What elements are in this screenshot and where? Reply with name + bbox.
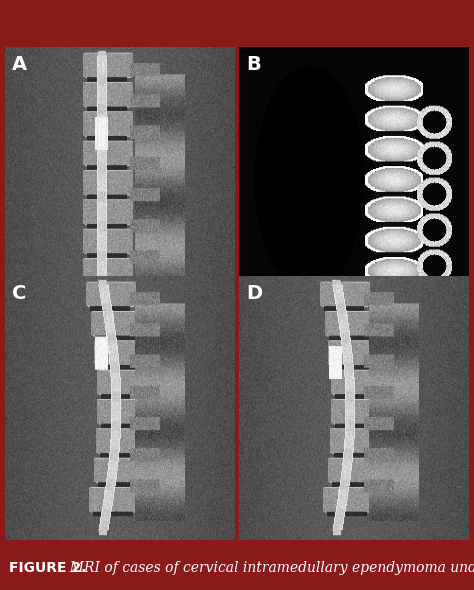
- Text: MRI of cases of cervical intramedullary ependymoma undergo-: MRI of cases of cervical intramedullary …: [61, 561, 474, 575]
- Text: C: C: [12, 284, 26, 303]
- Text: B: B: [246, 55, 261, 74]
- Text: A: A: [12, 55, 27, 74]
- Text: FIGURE 2.: FIGURE 2.: [9, 561, 87, 575]
- Text: D: D: [246, 284, 263, 303]
